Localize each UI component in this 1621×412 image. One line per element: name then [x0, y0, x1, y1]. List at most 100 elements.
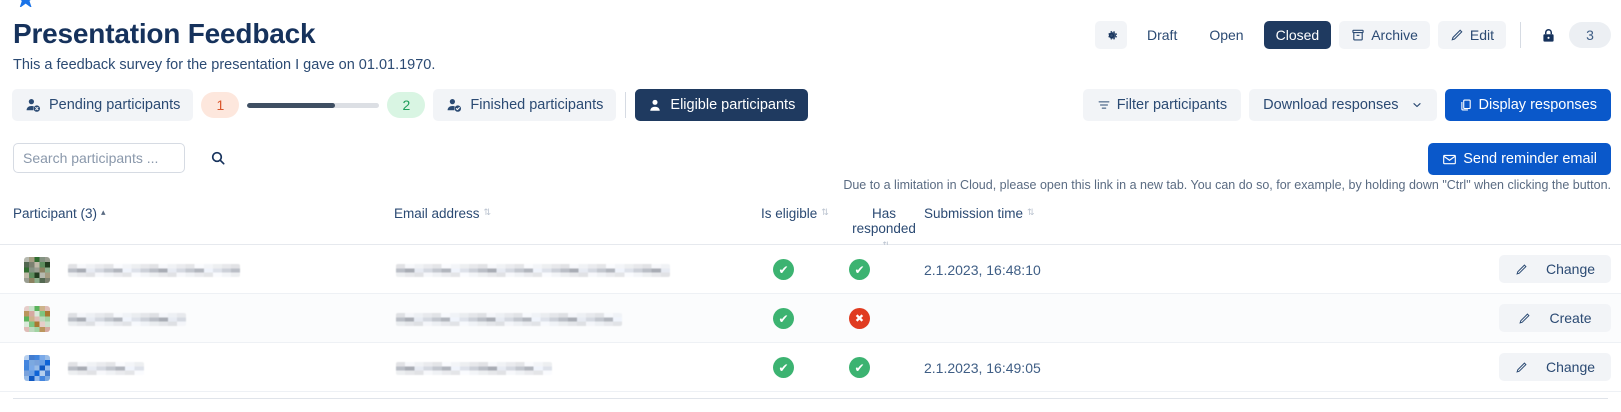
- create-button[interactable]: Create: [1499, 304, 1611, 332]
- pencil-icon: [1515, 263, 1528, 276]
- tab-eligible-participants[interactable]: Eligible participants: [635, 89, 809, 121]
- top-strip: ★: [0, 0, 1621, 7]
- download-responses-button[interactable]: Download responses: [1249, 89, 1437, 121]
- tab-divider: [625, 92, 627, 118]
- table-row[interactable]: ✔ ✔ 2.1.2023, 16:48:10 Change: [0, 245, 1621, 294]
- tab-finished-label: Finished participants: [470, 97, 604, 113]
- search-input[interactable]: [14, 150, 210, 166]
- status-button-open[interactable]: Open: [1197, 21, 1255, 49]
- pencil-icon: [1515, 361, 1528, 374]
- tab-eligible-label: Eligible participants: [670, 97, 796, 113]
- avatar: [24, 355, 50, 381]
- submission-time: 2.1.2023, 16:49:05: [924, 360, 1041, 376]
- column-label-email: Email address: [394, 206, 480, 221]
- participants-table: Participant (3) ▴ Email address ⇅ Is eli…: [0, 200, 1621, 392]
- table-header-row: Participant (3) ▴ Email address ⇅ Is eli…: [0, 200, 1621, 250]
- pencil-icon: [1518, 312, 1531, 325]
- table-actions: Filter participants Download responses: [1082, 89, 1611, 121]
- archive-label: Archive: [1371, 27, 1418, 43]
- response-count-badge: 3: [1569, 22, 1611, 48]
- avatar: [24, 257, 50, 283]
- sort-indicator-icon: ▴: [101, 207, 106, 217]
- display-label: Display responses: [1478, 97, 1597, 113]
- user-icon: [648, 98, 662, 113]
- is-eligible-check-icon: ✔: [773, 259, 794, 280]
- download-label: Download responses: [1263, 97, 1399, 113]
- status-button-closed[interactable]: Closed: [1263, 21, 1332, 49]
- cloud-limitation-hint: Due to a limitation in Cloud, please ope…: [843, 178, 1611, 192]
- change-button[interactable]: Change: [1499, 255, 1611, 283]
- has-responded-check-icon: ✔: [849, 357, 870, 378]
- row-action-cell: Change: [1499, 353, 1611, 381]
- participant-name-redacted: [68, 264, 240, 277]
- sort-indicator-icon: ⇅: [821, 207, 829, 217]
- completion-progress-bar: [247, 102, 380, 108]
- search-icon[interactable]: [210, 150, 235, 166]
- filter-participants-button[interactable]: Filter participants: [1082, 89, 1242, 121]
- tab-pending-participants[interactable]: Pending participants: [12, 89, 194, 121]
- progress-fill: [247, 102, 335, 108]
- table-row[interactable]: ✔ ✔ 2.1.2023, 16:49:05 Change: [0, 343, 1621, 392]
- lock-icon[interactable]: [1535, 27, 1561, 44]
- display-responses-button[interactable]: Display responses: [1444, 89, 1611, 121]
- avatar: [24, 306, 50, 332]
- star-icon[interactable]: ★: [14, 0, 37, 7]
- participant-name-redacted: [68, 362, 144, 375]
- participant-tabs: Pending participants 1 2 Finished partic…: [12, 89, 809, 121]
- column-label-has-responded: Has responded: [852, 206, 916, 236]
- filter-icon: [1097, 98, 1111, 112]
- participant-name-redacted: [68, 313, 186, 326]
- column-header-participant[interactable]: Participant (3) ▴: [13, 206, 106, 221]
- participant-email-redacted: [396, 313, 622, 326]
- page-title: Presentation Feedback: [13, 18, 316, 49]
- row-action-label: Change: [1545, 261, 1596, 277]
- search-participants-box[interactable]: [13, 143, 225, 173]
- column-header-submission-time[interactable]: Submission time ⇅: [924, 206, 1035, 221]
- tab-pending-label: Pending participants: [49, 97, 181, 113]
- copy-icon: [1459, 98, 1473, 112]
- sort-indicator-icon: ⇅: [1027, 207, 1035, 217]
- user-pending-icon: [25, 97, 41, 113]
- finished-count-pill: 2: [387, 92, 426, 118]
- row-action-cell: Create: [1499, 304, 1611, 332]
- row-action-label: Change: [1545, 359, 1596, 375]
- sort-indicator-icon: ⇅: [483, 207, 492, 217]
- column-header-email[interactable]: Email address ⇅: [394, 206, 491, 221]
- column-header-is-eligible[interactable]: Is eligible ⇅: [761, 206, 829, 221]
- settings-gear-button[interactable]: [1095, 21, 1127, 49]
- archive-button[interactable]: Archive: [1339, 21, 1430, 49]
- chevron-down-icon: [1411, 99, 1423, 111]
- pending-count-pill: 1: [201, 92, 240, 118]
- edit-button[interactable]: Edit: [1437, 21, 1506, 49]
- page-header: Presentation Feedback This a feedback su…: [0, 7, 1621, 87]
- change-button[interactable]: Change: [1499, 353, 1611, 381]
- has-responded-check-icon: ✔: [849, 259, 870, 280]
- table-row[interactable]: ✔ ✖ Create: [0, 294, 1621, 343]
- reminder-label: Send reminder email: [1463, 151, 1597, 167]
- column-label-is-eligible: Is eligible: [761, 206, 818, 221]
- row-action-label: Create: [1549, 310, 1592, 326]
- participant-email-redacted: [396, 362, 552, 375]
- participant-email-redacted: [396, 264, 670, 277]
- column-label-submission-time: Submission time: [924, 206, 1024, 221]
- is-eligible-check-icon: ✔: [773, 357, 794, 378]
- header-divider: [1520, 22, 1521, 48]
- has-responded-cross-icon: ✖: [849, 308, 870, 329]
- is-eligible-check-icon: ✔: [773, 308, 794, 329]
- filter-label: Filter participants: [1116, 97, 1228, 113]
- pencil-icon: [1450, 28, 1464, 42]
- page-subtitle: This a feedback survey for the presentat…: [13, 57, 436, 73]
- row-action-cell: Change: [1499, 255, 1611, 283]
- status-button-draft[interactable]: Draft: [1135, 21, 1189, 49]
- envelope-icon: [1442, 152, 1457, 167]
- gear-icon: [1104, 28, 1119, 43]
- search-row: Send reminder email: [0, 143, 1621, 177]
- tab-finished-participants[interactable]: Finished participants: [433, 89, 617, 121]
- archive-icon: [1351, 28, 1365, 42]
- participants-tabbar: Pending participants 1 2 Finished partic…: [0, 89, 1621, 127]
- send-reminder-email-button[interactable]: Send reminder email: [1428, 143, 1611, 175]
- table-body: ✔ ✔ 2.1.2023, 16:48:10 Change ✔ ✖ Create ✔ ✔ 2.1.…: [0, 245, 1621, 392]
- header-actions: Draft Open Closed Archive: [1095, 21, 1611, 49]
- column-label-participant: Participant (3): [13, 206, 98, 221]
